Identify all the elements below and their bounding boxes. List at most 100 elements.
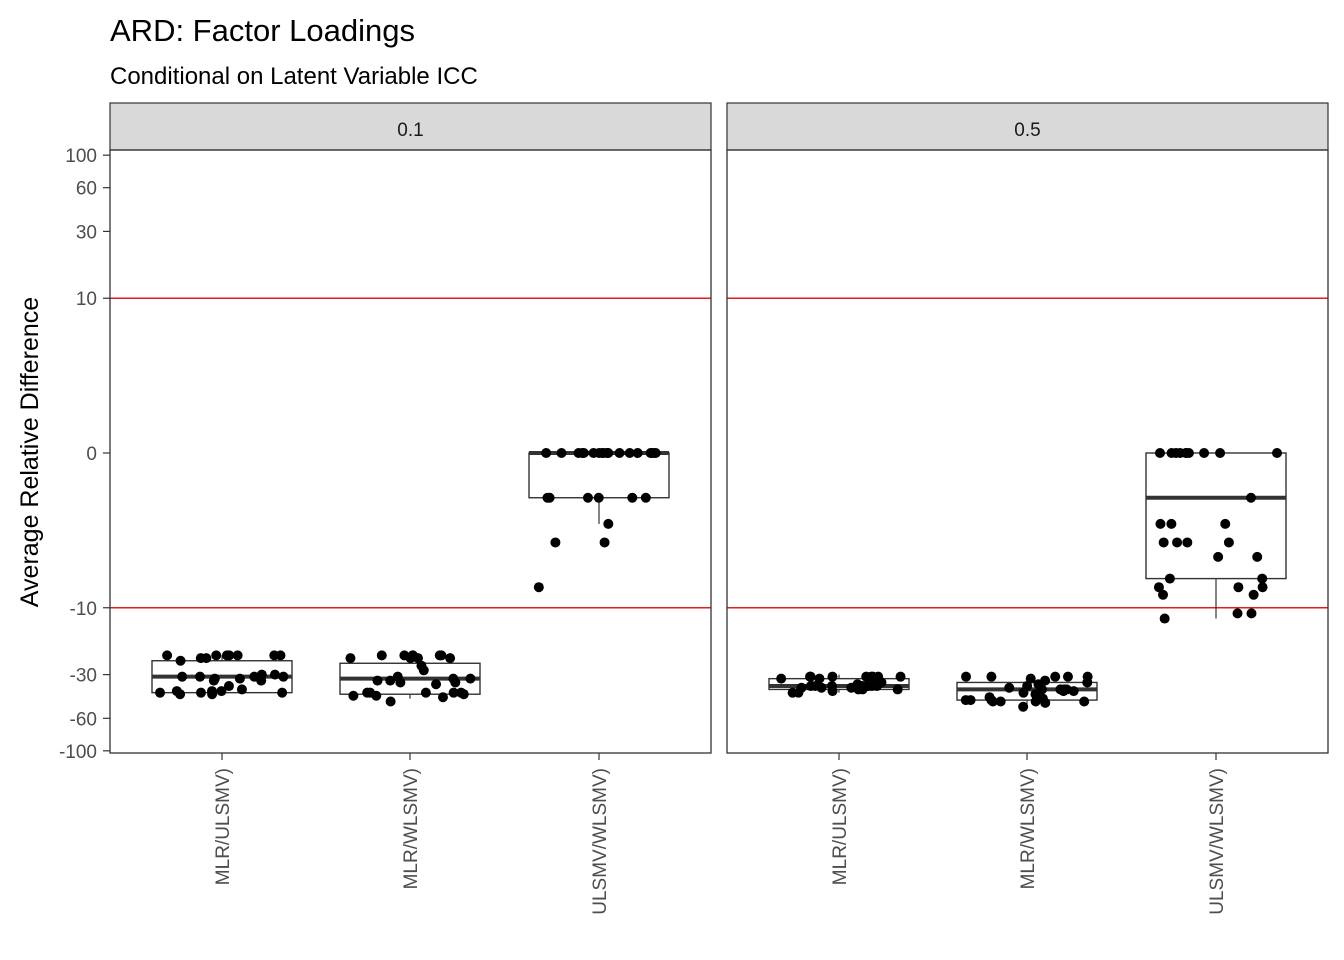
box-ULSMV/WLSMV) xyxy=(528,448,670,593)
data-point xyxy=(208,675,219,686)
data-point xyxy=(776,673,787,684)
data-point xyxy=(542,492,553,503)
panel-border xyxy=(726,149,1329,754)
data-point xyxy=(632,448,643,458)
data-point xyxy=(1182,537,1193,548)
data-point xyxy=(827,671,838,682)
y-tick-label: -60 xyxy=(70,709,97,730)
data-point xyxy=(221,650,232,661)
facet-strip-label: 0.1 xyxy=(397,120,423,141)
data-point xyxy=(1158,589,1169,600)
data-point xyxy=(995,696,1006,707)
box-MLR/ULSMV) xyxy=(151,650,293,700)
data-point xyxy=(861,671,872,682)
data-point xyxy=(278,671,289,682)
data-point xyxy=(232,650,243,661)
data-point xyxy=(1233,582,1244,593)
data-point xyxy=(805,671,816,682)
data-point xyxy=(385,675,396,686)
data-point xyxy=(345,653,356,664)
data-point xyxy=(348,690,359,701)
y-tick-label: 60 xyxy=(76,179,97,200)
data-point xyxy=(892,684,903,695)
data-point xyxy=(986,695,997,706)
data-point xyxy=(436,650,447,661)
data-point xyxy=(827,686,838,697)
data-point xyxy=(986,671,997,682)
x-tick-label: MLR/WLSMV) xyxy=(1018,768,1039,889)
data-point xyxy=(275,650,286,661)
data-point xyxy=(593,492,604,503)
data-point xyxy=(195,653,206,664)
data-point xyxy=(1166,448,1177,458)
data-point xyxy=(1246,492,1257,503)
data-point xyxy=(1246,608,1257,619)
data-point xyxy=(961,671,972,682)
facet-strip xyxy=(726,102,1329,151)
data-point xyxy=(448,687,459,698)
data-point xyxy=(627,492,638,503)
data-point xyxy=(1158,537,1169,548)
data-point xyxy=(1018,687,1029,698)
data-point xyxy=(1257,573,1268,584)
data-point xyxy=(597,448,608,458)
data-point xyxy=(578,448,589,458)
data-point xyxy=(1215,448,1226,458)
data-point xyxy=(1213,551,1224,562)
x-tick-label: ULSMV/WLSMV) xyxy=(1207,768,1228,915)
data-point xyxy=(582,492,593,503)
data-point xyxy=(1079,696,1090,707)
data-point xyxy=(646,448,657,458)
data-point xyxy=(365,687,376,698)
facet-panel: 0.1 MLR/ULSMV) MLR/WLSMV) ULSMV/WLSMV) xyxy=(109,102,712,915)
facet-panel: 0.5 MLR/ULSMV) MLR/WLSMV) ULSMV/WLSMV) xyxy=(726,102,1329,915)
data-point xyxy=(431,679,442,690)
data-point xyxy=(814,673,825,684)
data-point xyxy=(541,448,552,458)
data-point xyxy=(895,671,906,682)
y-tick-label: 100 xyxy=(65,146,97,167)
data-point xyxy=(1248,589,1259,600)
data-point xyxy=(1223,537,1234,548)
data-point xyxy=(624,448,635,458)
data-point xyxy=(437,692,448,703)
data-point xyxy=(1154,448,1165,458)
data-point xyxy=(1172,537,1183,548)
data-point xyxy=(234,673,245,684)
data-point xyxy=(465,673,476,684)
y-tick-label: 0 xyxy=(86,444,97,465)
box-iqr xyxy=(528,452,670,499)
data-point xyxy=(207,689,218,700)
box-MLR/WLSMV) xyxy=(339,650,481,707)
data-point xyxy=(1040,697,1051,708)
data-point xyxy=(376,650,387,661)
data-point xyxy=(640,492,651,503)
data-point xyxy=(1272,448,1283,458)
y-tick-label: 10 xyxy=(76,289,97,310)
data-point xyxy=(420,687,431,698)
data-point xyxy=(177,671,188,682)
data-point xyxy=(1055,684,1066,695)
data-point xyxy=(1030,689,1041,700)
data-point xyxy=(155,687,166,698)
data-point xyxy=(249,671,260,682)
box-ULSMV/WLSMV) xyxy=(1145,448,1287,624)
data-point xyxy=(407,650,418,661)
data-point xyxy=(1082,677,1093,688)
data-point xyxy=(1159,613,1170,624)
data-point xyxy=(195,687,206,698)
data-point xyxy=(1252,551,1263,562)
box-MLR/ULSMV) xyxy=(768,671,910,698)
data-point xyxy=(1068,686,1079,697)
data-point xyxy=(277,687,288,698)
box-MLR/WLSMV) xyxy=(956,671,1098,712)
data-point xyxy=(223,681,234,692)
y-tick-label: 30 xyxy=(76,222,97,243)
data-point xyxy=(456,687,467,698)
y-tick-label: -100 xyxy=(59,742,97,763)
data-point xyxy=(965,695,976,706)
data-point xyxy=(216,686,227,697)
facet-panels: 0.1 MLR/ULSMV) MLR/WLSMV) ULSMV/WLSMV) 0.5 ML… xyxy=(109,102,1329,915)
data-point xyxy=(1050,671,1061,682)
